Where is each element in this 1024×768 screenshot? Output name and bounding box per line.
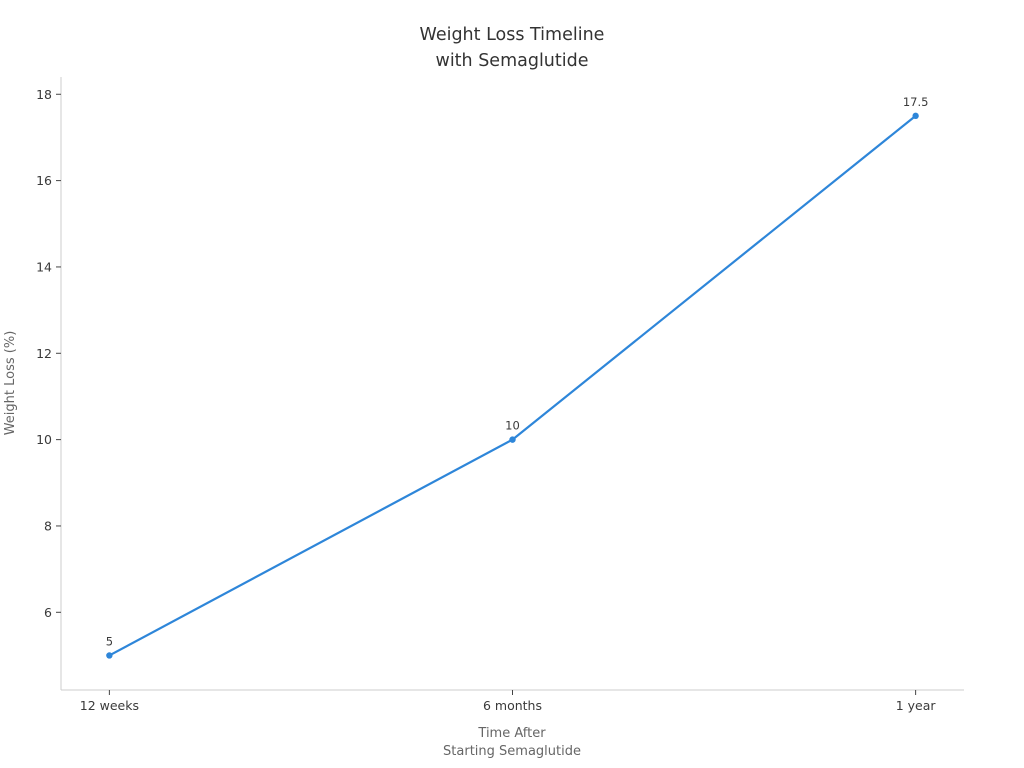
chart-title-line2: with Semaglutide <box>436 51 589 71</box>
y-tick-label: 6 <box>44 605 52 620</box>
y-tick-label: 18 <box>36 87 52 102</box>
axes: 6 8 10 12 14 16 18 12 weeks 6 months 1 year <box>36 77 964 713</box>
data-point-label: 10 <box>505 419 520 433</box>
data-point-marker <box>509 436 516 443</box>
y-tick-label: 16 <box>36 173 52 188</box>
y-tick-label: 14 <box>36 259 52 274</box>
x-tick-label: 12 weeks <box>80 698 139 713</box>
y-tick-label: 10 <box>36 432 52 447</box>
data-point-label: 17.5 <box>903 95 929 109</box>
x-tick-label: 6 months <box>483 698 542 713</box>
chart-title-line1: Weight Loss Timeline <box>420 25 605 45</box>
data-point-label: 5 <box>106 634 113 648</box>
y-axis-label: Weight Loss (%) <box>3 331 18 436</box>
y-tick-label: 12 <box>36 346 52 361</box>
x-axis-label-line1: Time After <box>477 726 546 741</box>
line-series: 5 10 17.5 <box>106 95 929 659</box>
weight-loss-line <box>108 114 917 657</box>
x-axis-label-line2: Starting Semaglutide <box>443 744 581 759</box>
data-point-marker <box>106 652 113 659</box>
y-tick-label: 8 <box>44 518 52 533</box>
x-tick-label: 1 year <box>896 698 937 713</box>
data-point-marker <box>912 112 919 120</box>
